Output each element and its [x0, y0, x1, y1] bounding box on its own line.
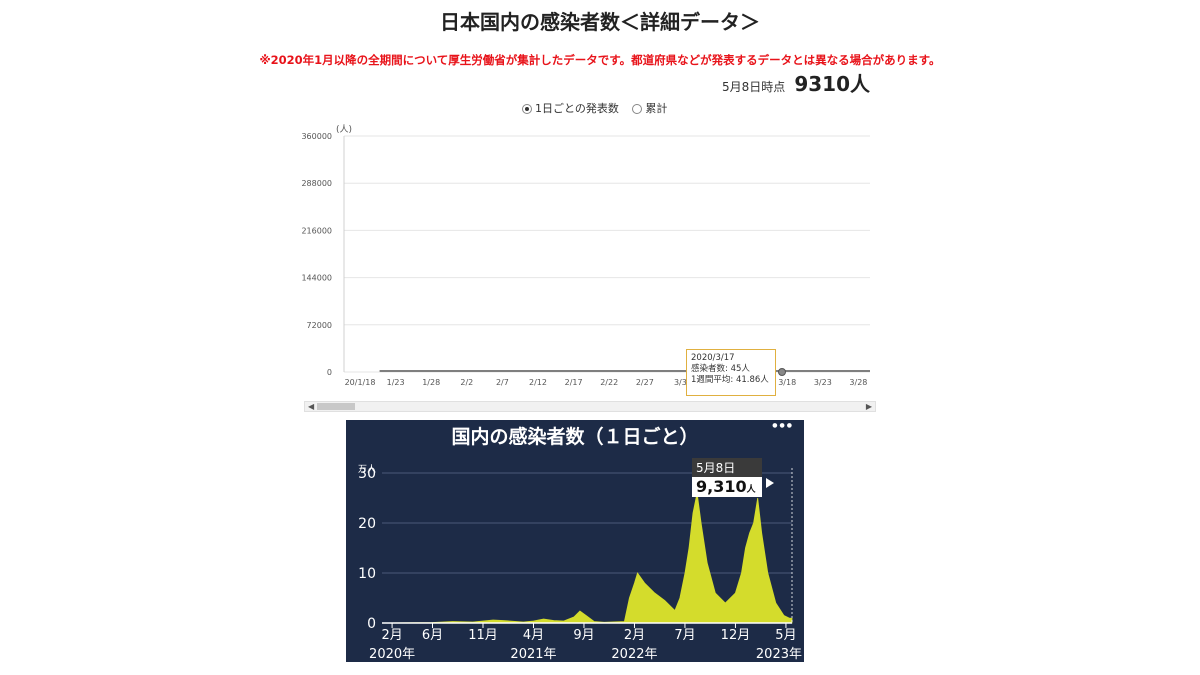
- x-tick-label: 4月: [523, 628, 544, 643]
- callout-box: 9,310人: [692, 477, 762, 497]
- nhk-area-chart: 万人 0 10 20 30 2月 6月 11月 4月 9月 2月 7月 12月 5月 2020年 2021年 2…: [358, 464, 802, 662]
- x-tick-label: 9月: [573, 628, 594, 643]
- page-title: 日本国内の感染者数＜詳細データ＞: [440, 10, 760, 34]
- radio-cumulative-label: 累計: [645, 102, 668, 115]
- scroll-right-icon[interactable]: ▶: [865, 402, 872, 411]
- y-tick-label: 72000: [307, 321, 332, 330]
- view-toggle: 1日ごとの発表数 累計: [522, 100, 677, 116]
- x-tick-label: 2/17: [565, 378, 583, 387]
- y-unit-label: (人): [336, 124, 352, 135]
- daily-cases-area: [381, 492, 793, 624]
- y-tick-label: 288000: [301, 179, 332, 188]
- x-tick-label: 3/18: [778, 378, 796, 387]
- y-tick-label: 216000: [301, 226, 332, 235]
- year-label: 2022年: [611, 647, 657, 662]
- x-tick-label: 3/23: [814, 378, 832, 387]
- x-tick-label: 6月: [422, 628, 443, 643]
- nhk-chart-panel: 万人 0 10 20 30 2月 6月 11月 4月 9月 2月 7月 12月 5月 2020年 2021年 2…: [346, 420, 804, 662]
- more-dots-icon: ●●●: [772, 422, 794, 429]
- hover-point: [778, 368, 786, 376]
- x-tick-label: 2/12: [529, 378, 547, 387]
- radio-unselected-icon: [632, 104, 643, 114]
- callout-value: 9,310: [696, 477, 747, 496]
- tooltip-average: 1週間平均: 41.86人: [691, 375, 769, 385]
- scroll-left-icon[interactable]: ◀: [308, 402, 315, 411]
- y-tick-label: 0: [327, 368, 332, 377]
- chart-tooltip: 2020/3/17 感染者数: 45人 1週間平均: 41.86人: [686, 349, 776, 396]
- x-tick-label: 2月: [624, 628, 645, 643]
- year-label: 2020年: [369, 647, 415, 662]
- y-tick-label: 144000: [301, 274, 332, 283]
- x-tick-label: 1/28: [422, 378, 440, 387]
- callout-date: 5月8日: [692, 458, 762, 477]
- data-notice: ※2020年1月以降の全期間について厚生労働省が集計したデータです。都道府県など…: [259, 53, 941, 67]
- x-tick-label: 5月: [775, 628, 796, 643]
- radio-cumulative[interactable]: 累計: [632, 100, 667, 116]
- x-tick-label: 12月: [721, 628, 751, 643]
- x-tick-label: 11月: [468, 628, 498, 643]
- x-tick-label: 2/2: [460, 378, 473, 387]
- latest-callout: 5月8日 9,310人: [692, 458, 774, 497]
- x-tick-label: 2月: [381, 628, 402, 643]
- y-tick-label: 30: [358, 466, 376, 482]
- radio-daily[interactable]: 1日ごとの発表数: [522, 100, 619, 116]
- year-label: 2021年: [510, 647, 556, 662]
- x-tick-label: 2/7: [496, 378, 509, 387]
- callout-pointer-icon: [766, 478, 774, 488]
- year-label: 2023年: [756, 647, 802, 662]
- x-tick-label: 3/3: [674, 378, 687, 387]
- x-tick-label: 7月: [674, 628, 695, 643]
- chart-scrollbar[interactable]: ◀ ▶: [304, 401, 876, 412]
- x-tick-label: 1/23: [387, 378, 405, 387]
- as-of-value: 9310人: [794, 72, 870, 96]
- y-tick-label: 0: [367, 616, 376, 632]
- callout-unit: 人: [746, 485, 756, 495]
- tooltip-date: 2020/3/17: [691, 353, 735, 363]
- as-of: 5月8日時点 9310人: [722, 68, 870, 97]
- scroll-thumb[interactable]: [317, 403, 355, 410]
- x-tick-label: 2/27: [636, 378, 654, 387]
- y-tick-label: 10: [358, 566, 376, 582]
- x-tick-label: 2/22: [600, 378, 618, 387]
- x-tick-label: 3/28: [849, 378, 867, 387]
- tooltip-cases: 感染者数: 45人: [691, 364, 750, 374]
- y-unit-label: 万人: [358, 464, 376, 475]
- nhk-chart-title: 国内の感染者数（１日ごと）: [451, 426, 699, 448]
- as-of-label: 5月8日時点: [721, 80, 786, 94]
- y-tick-label: 20: [358, 516, 376, 532]
- y-tick-label: 360000: [301, 132, 332, 141]
- radio-selected-icon: [522, 104, 532, 114]
- daily-cases-chart[interactable]: (人) 0 72000 144000 216000 288000 360000 20/1/18…: [290, 118, 880, 400]
- x-tick-label: 20/1/18: [345, 378, 376, 387]
- radio-daily-label: 1日ごとの発表数: [535, 102, 619, 115]
